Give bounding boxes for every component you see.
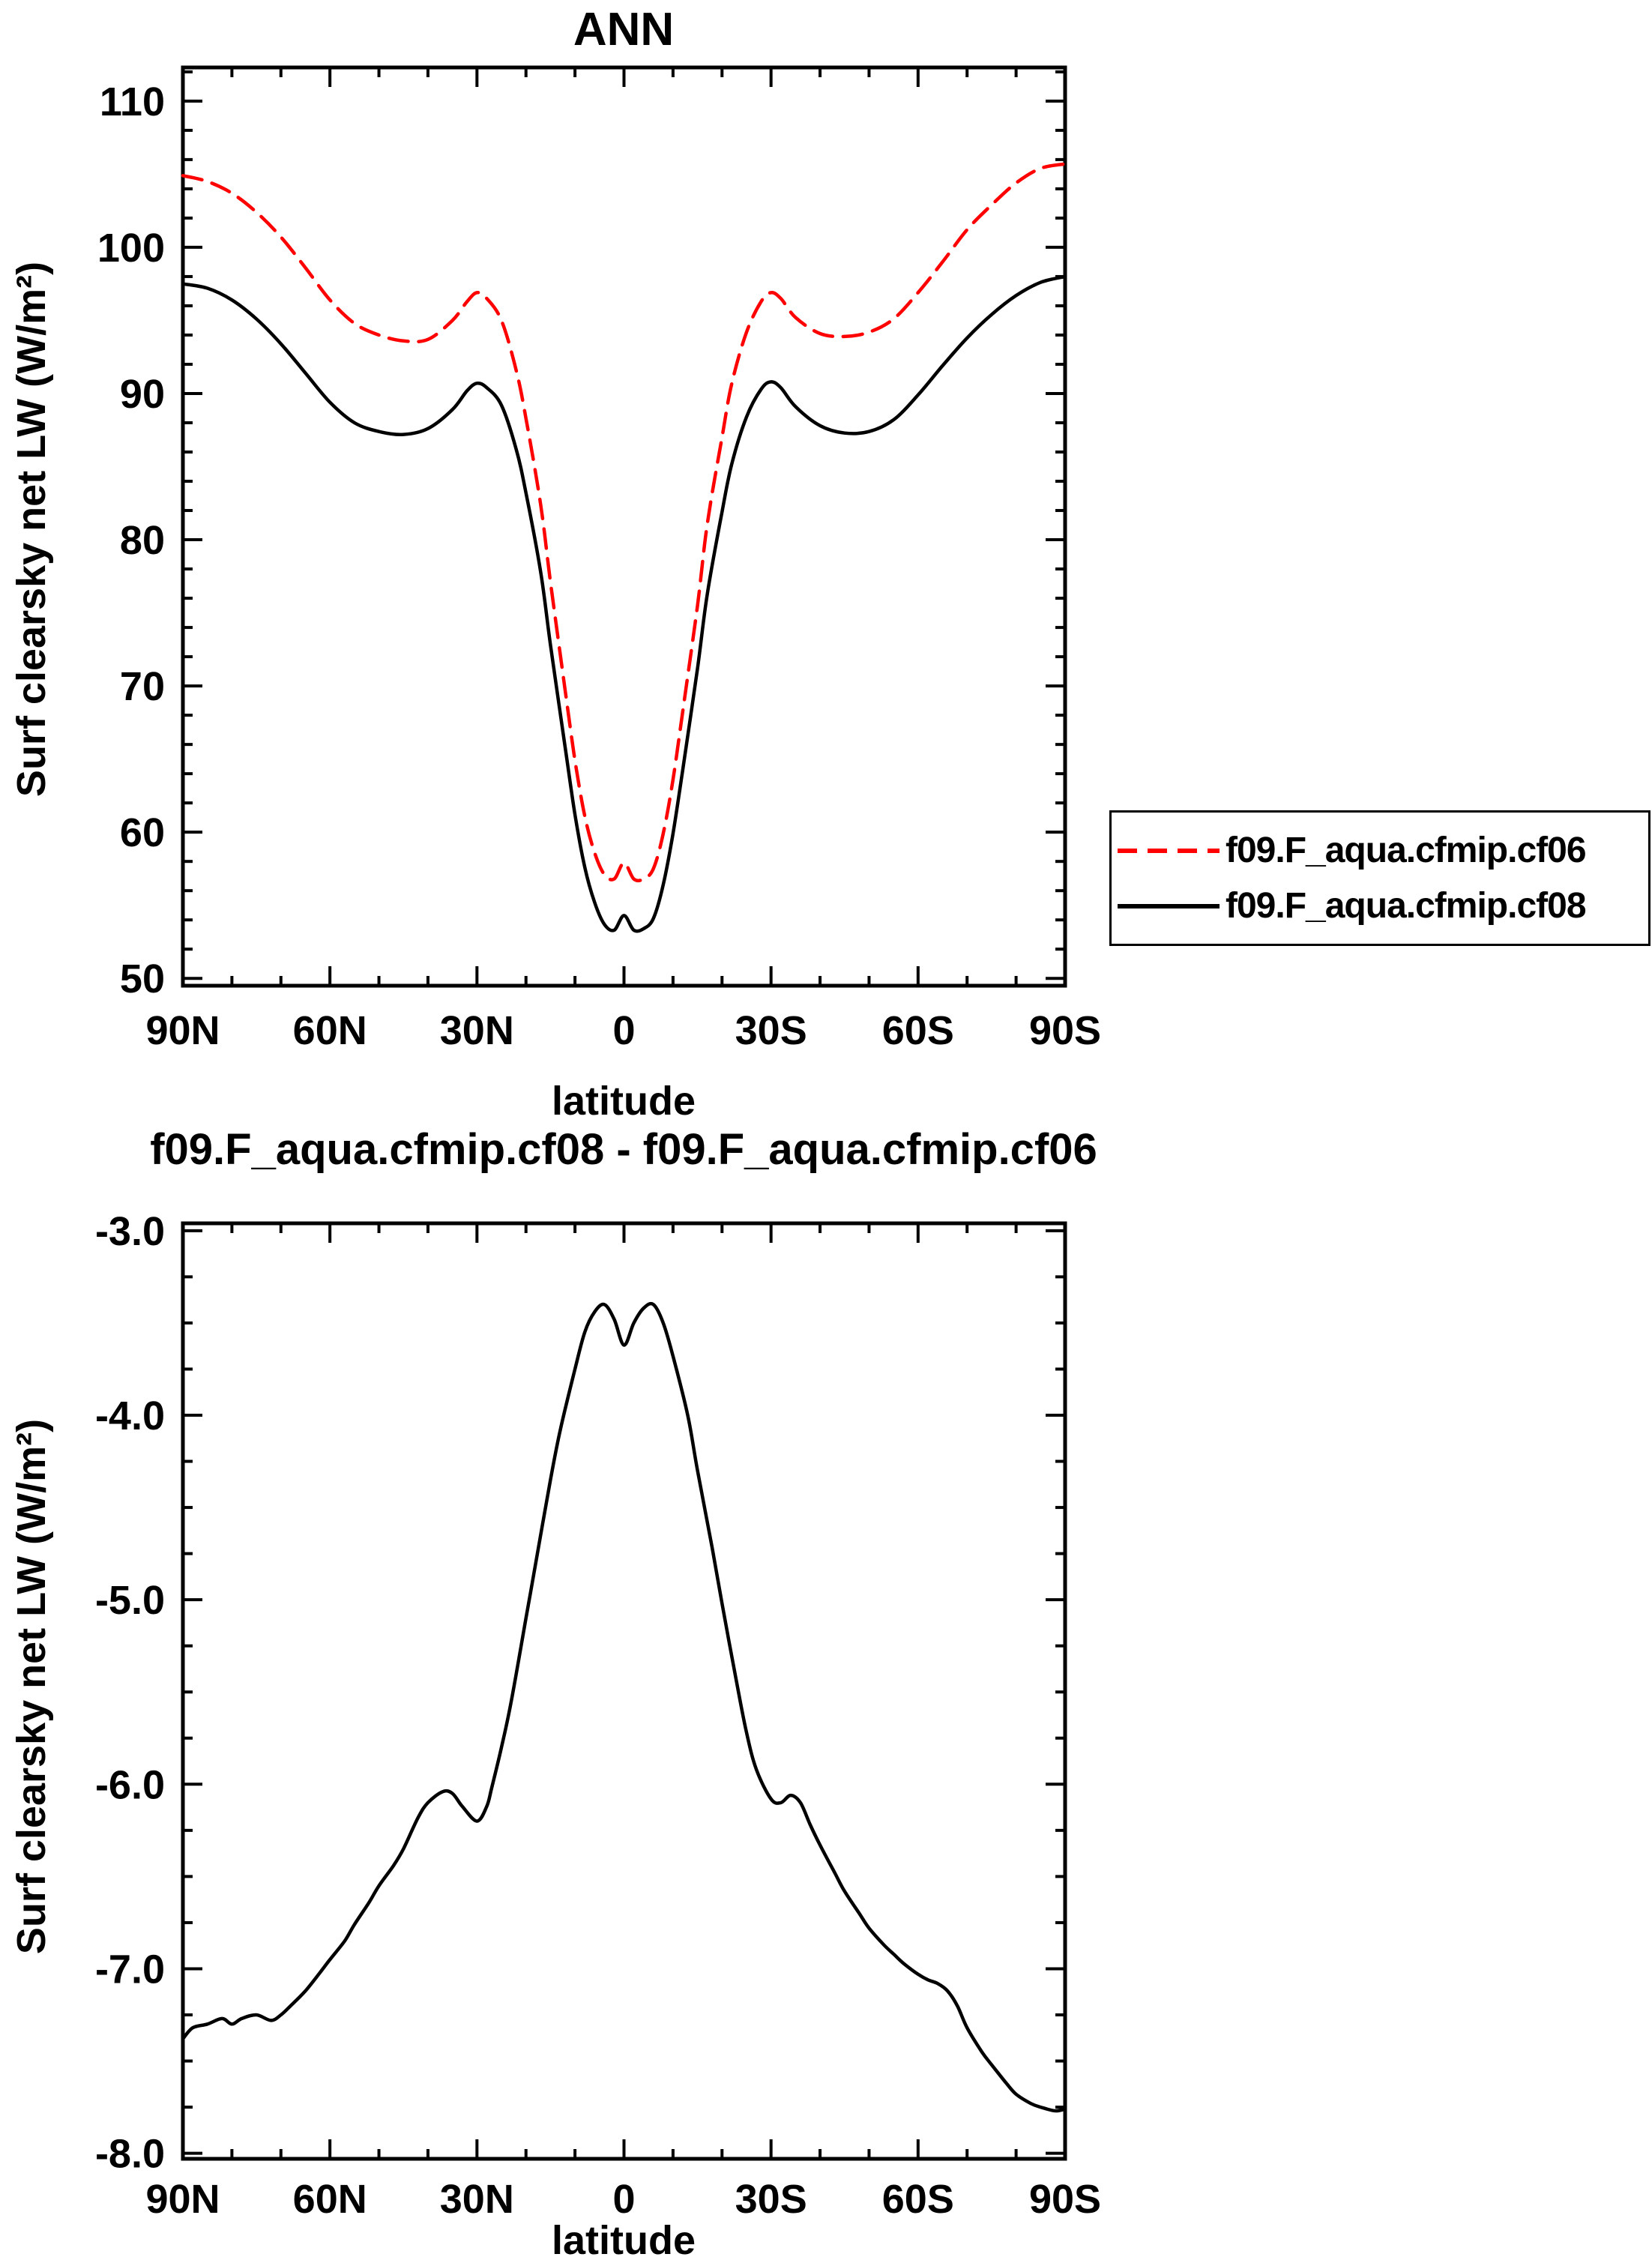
- chart1-x-axis-label: latitude: [551, 1079, 696, 1124]
- chart1-y-axis-label: Surf clearsky net LW (W/m²): [9, 261, 54, 798]
- y-tick-label: 90: [120, 372, 165, 417]
- legend-entry-cf08: f09.F_aqua.cfmip.cf08: [1116, 885, 1644, 926]
- y-tick-label: -4.0: [95, 1393, 165, 1438]
- series-curve-1-1: [181, 162, 1067, 883]
- y-tick-label: 110: [100, 79, 165, 124]
- chart-panel-1: 90N 60N 30N 0 30S 60S 90S 50 60 70 80 90 100 110: [97, 65, 1101, 1053]
- x-tick-label: 90S: [1029, 2177, 1101, 2222]
- y-tick-label: 100: [97, 226, 165, 271]
- chart2-x-axis-label: latitude: [551, 2218, 696, 2257]
- series-curve-1-2: [181, 274, 1067, 933]
- legend-dashed-red-line-icon: [1118, 848, 1220, 853]
- legend: f09.F_aqua.cfmip.cf06 f09.F_aqua.cfmip.c…: [1109, 810, 1651, 946]
- y-tick-label: -6.0: [95, 1762, 165, 1807]
- x-tick-label: 0: [612, 1008, 635, 1053]
- chart1-title: ANN: [573, 4, 675, 55]
- axis-ticks: [181, 67, 1067, 986]
- x-tick-label: 90S: [1029, 1008, 1101, 1053]
- chart-panel-2: 90N 60N 30N 0 30S 60S 90S -8.0 -7.0 -6.0 -5.0 -4.0 -…: [95, 1209, 1101, 2222]
- plot-frame: [181, 1221, 1067, 2161]
- x-tick-label: 60S: [882, 1008, 954, 1053]
- y-tick-label: 50: [120, 956, 165, 1001]
- x-tick-label: 30N: [440, 2177, 514, 2222]
- x-tick-label: 90N: [145, 2177, 220, 2222]
- x-tick-label: 30S: [735, 2177, 807, 2222]
- y-tick-label: -7.0: [95, 1947, 165, 1992]
- x-tick-label: 90N: [145, 1008, 220, 1053]
- series-curve-2-1: [181, 1301, 1067, 2113]
- chart2-y-axis-label: Surf clearsky net LW (W/m²): [9, 1418, 54, 1955]
- axis-ticks: [181, 1223, 1067, 2159]
- y-tick-label: -5.0: [95, 1578, 165, 1623]
- legend-solid-black-line-icon: [1118, 903, 1220, 908]
- x-tick-label: 30S: [735, 1008, 807, 1053]
- chart2-title: f09.F_aqua.cfmip.cf08 - f09.F_aqua.cfmip…: [150, 1125, 1097, 1174]
- plot-frame: [181, 65, 1067, 988]
- y-tick-label: -8.0: [95, 2132, 165, 2177]
- x-tick-label: 60N: [293, 1008, 367, 1053]
- legend-label-cf06: f09.F_aqua.cfmip.cf06: [1226, 831, 1587, 870]
- x-tick-label: 0: [612, 2177, 635, 2222]
- legend-label-cf08: f09.F_aqua.cfmip.cf08: [1226, 886, 1587, 926]
- legend-entry-cf06: f09.F_aqua.cfmip.cf06: [1116, 830, 1644, 871]
- y-tick-label: 60: [120, 810, 165, 855]
- y-tick-label: 70: [120, 664, 165, 709]
- x-tick-label: 30N: [440, 1008, 514, 1053]
- tick-labels: 90N 60N 30N 0 30S 60S 90S 50 60 70 80 90 100 110: [97, 79, 1101, 1053]
- x-tick-label: 60N: [293, 2177, 367, 2222]
- tick-labels: 90N 60N 30N 0 30S 60S 90S -8.0 -7.0 -6.0 -5.0 -4.0 -…: [95, 1209, 1101, 2222]
- y-tick-label: 80: [120, 518, 165, 563]
- x-tick-label: 60S: [882, 2177, 954, 2222]
- y-tick-label: -3.0: [95, 1209, 165, 1254]
